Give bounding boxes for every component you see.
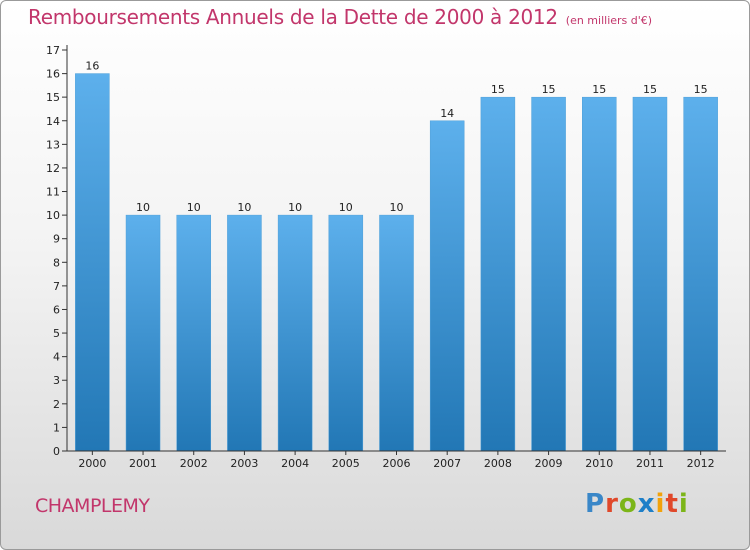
y-tick-label: 11 (46, 186, 60, 199)
chart-unit: (en milliers d'€) (565, 14, 653, 27)
x-tick-label: 2006 (383, 457, 411, 470)
y-tick-label: 14 (46, 115, 60, 128)
y-tick-label: 12 (46, 162, 60, 175)
logo-letter: o (618, 489, 638, 519)
y-tick-label: 10 (46, 209, 60, 222)
bar-value-label: 10 (288, 201, 302, 214)
bar-value-label: 14 (440, 107, 454, 120)
x-tick-label: 2011 (636, 457, 664, 470)
logo-letter: x (637, 489, 656, 519)
bar-value-label: 15 (592, 83, 606, 96)
bar (176, 214, 211, 452)
y-tick-label: 9 (53, 233, 60, 246)
bar-value-label: 16 (85, 60, 99, 73)
bars: 16 10 10 10 10 10 10 14 15 15 15 15 15 (75, 60, 718, 452)
y-tick-label: 17 (46, 44, 60, 57)
proxiti-logo: Proxiti (585, 489, 689, 519)
x-tick-label: 2008 (484, 457, 512, 470)
bar-value-label: 10 (136, 201, 150, 214)
logo-letter: i (678, 489, 689, 519)
x-tick-label: 2000 (78, 457, 106, 470)
y-tick-label: 8 (53, 256, 60, 269)
y-tick-label: 3 (53, 374, 60, 387)
y-tick-label: 2 (53, 398, 60, 411)
bar-value-label: 15 (491, 83, 505, 96)
chart-title: Remboursements Annuels de la Dette de 20… (28, 5, 558, 29)
bar-value-label: 10 (187, 201, 201, 214)
bar-value-label: 15 (542, 83, 556, 96)
x-axis: 2000 2001 2002 2003 2004 2005 2006 2007 2008 2009… (67, 450, 726, 470)
x-tick-label: 2012 (687, 457, 715, 470)
bar-value-label: 10 (237, 201, 251, 214)
bar (277, 214, 313, 452)
y-tick-label: 4 (53, 351, 60, 364)
y-tick-label: 6 (53, 303, 60, 316)
logo-letter: t (665, 489, 679, 519)
bar (227, 214, 262, 452)
y-tick-label: 0 (53, 445, 60, 458)
bar (125, 214, 161, 452)
logo-letter: i (655, 489, 666, 519)
bar-value-label: 15 (643, 83, 657, 96)
x-tick-label: 2004 (281, 457, 309, 470)
x-tick-label: 2002 (180, 457, 208, 470)
bar (683, 96, 718, 452)
y-tick-label: 16 (46, 68, 60, 81)
x-tick-label: 2010 (585, 457, 613, 470)
bar (480, 96, 516, 452)
y-tick-label: 15 (46, 91, 60, 104)
x-tick-label: 2007 (433, 457, 461, 470)
y-tick-label: 1 (53, 421, 60, 434)
x-tick-label: 2009 (535, 457, 563, 470)
bar (531, 96, 566, 452)
bar-value-label: 15 (694, 83, 708, 96)
bar-value-label: 10 (339, 201, 353, 214)
y-tick-label: 7 (53, 280, 60, 293)
logo-letter: r (605, 489, 619, 519)
x-tick-label: 2003 (230, 457, 258, 470)
bar (429, 120, 465, 452)
bar-value-label: 10 (390, 201, 404, 214)
y-tick-label: 5 (53, 327, 60, 340)
logo-letter: P (585, 489, 606, 519)
bar (328, 214, 364, 452)
x-tick-label: 2001 (129, 457, 157, 470)
commune-name: CHAMPLEMY (35, 495, 150, 517)
bar (379, 214, 414, 452)
title-row: Remboursements Annuels de la Dette de 20… (28, 5, 652, 29)
bar (632, 96, 668, 452)
bar (582, 96, 617, 452)
y-tick-label: 13 (46, 138, 60, 151)
bar (75, 73, 110, 452)
x-tick-label: 2005 (332, 457, 360, 470)
